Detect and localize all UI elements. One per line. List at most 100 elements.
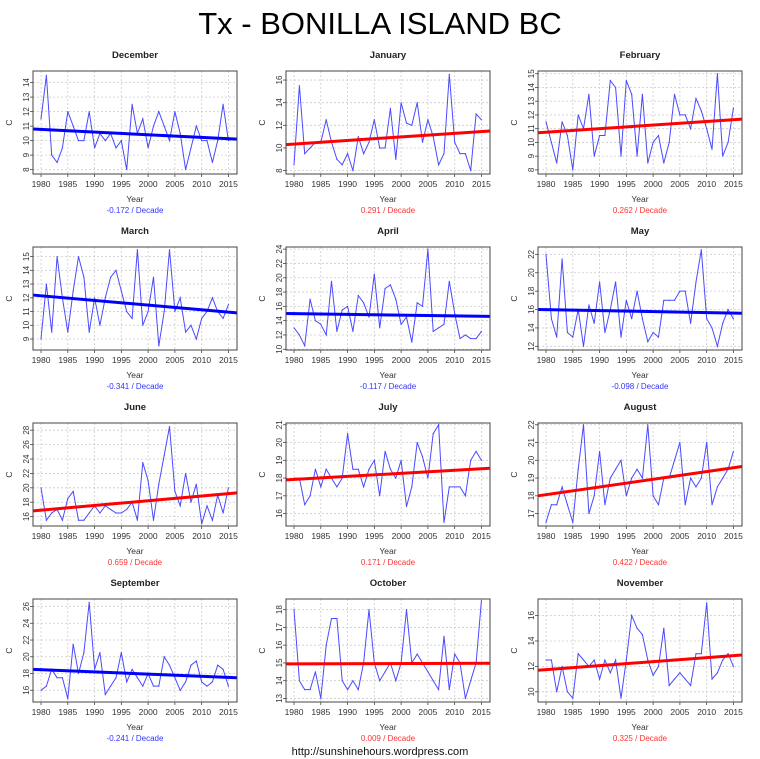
data-point xyxy=(459,153,461,155)
data-point xyxy=(363,486,365,488)
data-point xyxy=(684,290,686,292)
data-point xyxy=(652,674,654,676)
data-point xyxy=(663,162,665,164)
data-point xyxy=(636,155,638,157)
data-point xyxy=(147,310,149,313)
y-tick-label: 16 xyxy=(275,75,284,84)
data-point xyxy=(416,102,418,104)
data-point xyxy=(77,519,80,521)
data-point xyxy=(480,459,483,461)
data-point xyxy=(373,119,375,121)
y-tick-label: 17 xyxy=(275,622,284,631)
y-axis-label: C xyxy=(509,295,519,301)
x-tick-label: 2010 xyxy=(697,707,716,717)
data-point xyxy=(620,155,622,157)
trend-line xyxy=(285,661,491,666)
data-point xyxy=(325,334,327,336)
data-point xyxy=(475,337,477,340)
data-point xyxy=(620,697,622,699)
chart-panel-may: May 1980 1985 1990 1995 2000 2005 2010 2015 12 14 1… xyxy=(505,222,758,394)
data-point xyxy=(437,424,440,426)
x-tick-label: 2000 xyxy=(644,179,663,189)
data-point xyxy=(147,480,149,482)
trend-line xyxy=(285,466,491,482)
x-tick-label: 1990 xyxy=(338,179,357,189)
y-tick-label: 15 xyxy=(275,658,284,667)
y-tick-label: 22 xyxy=(275,258,284,267)
data-point xyxy=(657,336,660,338)
x-tick-label: 2015 xyxy=(219,707,238,717)
x-tick-label: 2000 xyxy=(139,355,158,365)
data-point xyxy=(298,680,300,682)
chart-title: November xyxy=(617,578,664,589)
data-point xyxy=(357,136,359,138)
data-point xyxy=(61,677,64,679)
y-tick-label: 21 xyxy=(527,438,536,447)
data-point xyxy=(67,698,69,700)
x-tick-label: 1995 xyxy=(617,179,636,189)
plot-frame xyxy=(537,246,743,351)
x-tick-label: 1990 xyxy=(590,707,609,717)
data-point xyxy=(115,269,117,271)
data-point xyxy=(416,653,418,655)
data-point xyxy=(136,677,139,679)
chart-panel-june: June 1980 1985 1990 1995 2000 2005 2010 2015 16 18… xyxy=(0,398,253,570)
data-point xyxy=(673,93,676,95)
data-point xyxy=(647,341,649,343)
data-point xyxy=(421,456,424,458)
y-tick-label: 20 xyxy=(275,273,284,282)
x-tick-label: 1985 xyxy=(58,355,77,365)
data-point xyxy=(158,111,160,113)
data-series-line xyxy=(40,602,229,699)
data-point xyxy=(51,512,53,514)
data-point xyxy=(443,323,445,325)
data-point xyxy=(227,304,230,306)
data-point xyxy=(550,504,552,506)
x-tick-label: 2015 xyxy=(219,179,238,189)
data-point xyxy=(357,468,359,470)
data-point xyxy=(373,459,375,461)
x-tick-label: 1980 xyxy=(32,355,51,365)
data-point xyxy=(304,345,306,347)
x-tick-label: 1995 xyxy=(365,531,384,541)
chart-svg: October 1980 1985 1990 1995 2000 2005 2010 2015 1… xyxy=(257,578,491,743)
trend-label: -0.117 / Decade xyxy=(360,382,417,391)
data-point xyxy=(716,672,718,674)
data-point xyxy=(416,302,418,304)
x-axis-label: Year xyxy=(379,722,396,732)
data-point xyxy=(421,305,424,307)
y-tick-label: 24 xyxy=(22,618,31,627)
data-point xyxy=(593,495,595,497)
y-tick-label: 20 xyxy=(22,652,31,661)
main-title: Tx - BONILLA ISLAND BC xyxy=(198,6,562,41)
data-point xyxy=(195,660,197,662)
trend-label: 0.659 / Decade xyxy=(108,558,163,567)
data-point xyxy=(320,697,322,700)
data-point xyxy=(104,140,106,142)
data-point xyxy=(598,450,601,453)
data-point xyxy=(115,512,117,514)
data-point xyxy=(190,324,192,326)
data-point xyxy=(732,450,735,453)
data-point xyxy=(668,299,670,301)
x-tick-label: 2005 xyxy=(418,355,437,365)
x-tick-label: 1980 xyxy=(537,179,556,189)
y-tick-label: 10 xyxy=(275,143,284,152)
x-tick-label: 1995 xyxy=(112,707,131,717)
data-point xyxy=(83,276,85,278)
data-point xyxy=(51,154,53,156)
y-tick-label: 14 xyxy=(22,78,31,87)
data-point xyxy=(470,170,472,172)
data-point xyxy=(201,140,203,142)
data-point xyxy=(352,680,354,682)
x-tick-label: 1990 xyxy=(85,179,104,189)
data-point xyxy=(411,341,413,343)
data-point xyxy=(379,495,381,497)
plot-frame xyxy=(285,70,491,175)
data-point xyxy=(152,519,155,521)
x-tick-label: 1990 xyxy=(590,531,609,541)
data-point xyxy=(604,331,606,334)
x-tick-label: 2010 xyxy=(192,355,211,365)
x-axis-label: Year xyxy=(379,370,396,380)
data-point xyxy=(72,125,74,127)
